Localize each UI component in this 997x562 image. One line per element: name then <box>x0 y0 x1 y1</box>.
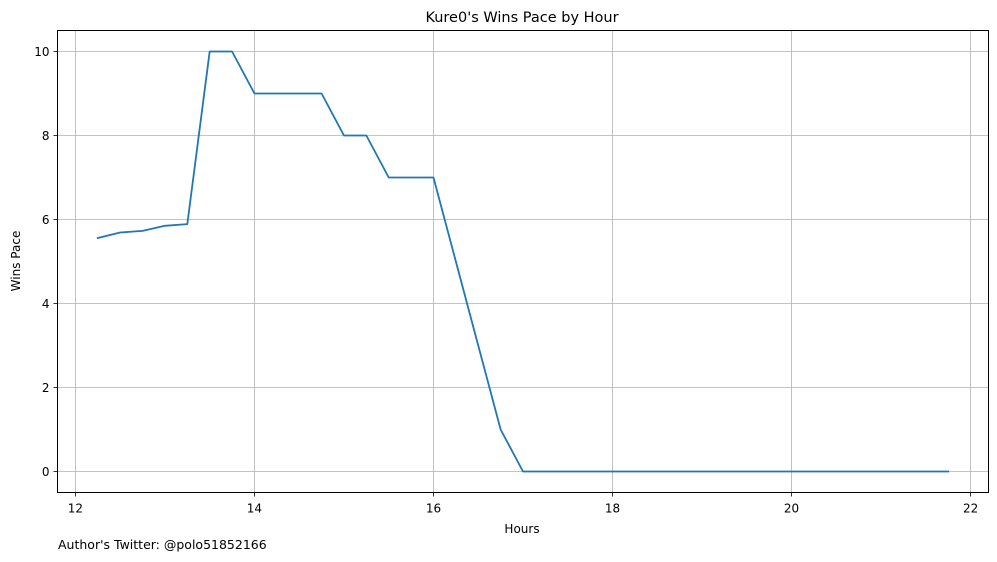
y-axis-label: Wins Pace <box>9 231 23 292</box>
author-footnote: Author's Twitter: @polo51852166 <box>58 537 267 552</box>
x-tick-label: 20 <box>784 502 799 516</box>
y-tick-label: 2 <box>42 381 50 395</box>
y-tick-label: 8 <box>42 129 50 143</box>
series-layer <box>96 50 950 473</box>
x-tick-label: 14 <box>247 502 262 516</box>
chart-title: Kure0's Wins Pace by Hour <box>425 10 618 26</box>
grid-lines <box>57 30 989 493</box>
y-tick-label: 10 <box>34 45 49 59</box>
y-tick-label: 0 <box>42 465 50 479</box>
x-tick-label: 18 <box>605 502 620 516</box>
y-tick-label: 4 <box>42 297 50 311</box>
x-tick-label: 12 <box>68 502 83 516</box>
x-axis-ticks: 12 14 16 18 20 22 <box>68 492 978 516</box>
y-tick-label: 6 <box>42 213 50 227</box>
x-tick-label: 16 <box>426 502 441 516</box>
series-line-1 <box>96 50 950 473</box>
x-tick-label: 22 <box>963 502 978 516</box>
plot-frame <box>57 30 989 493</box>
x-axis-label: Hours <box>504 522 539 536</box>
y-axis-ticks: 0 2 4 6 8 10 <box>34 45 58 479</box>
